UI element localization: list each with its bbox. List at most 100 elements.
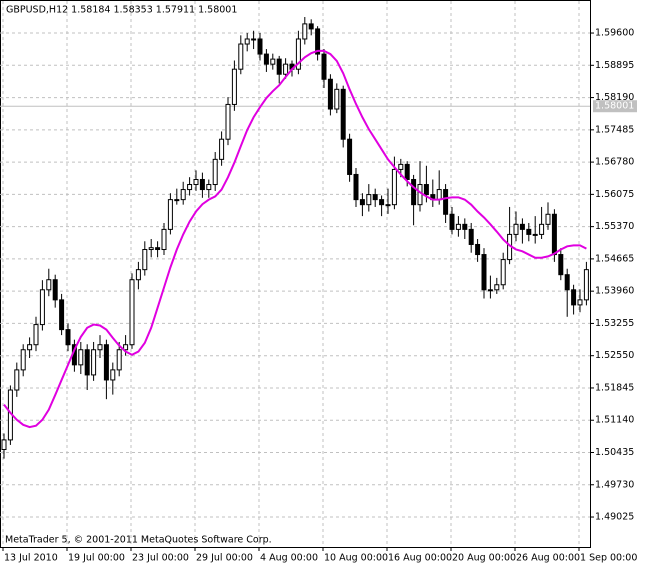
x-tick-label: 4 Aug 00:00 [260,553,318,564]
candle-body [1,439,7,451]
candle-body [532,233,538,236]
candle-body [135,269,141,281]
moving-average [3,49,587,429]
candle-body [59,299,65,331]
x-tick-label: 26 Aug 00:00 [516,553,580,564]
candle-body [347,138,353,175]
candle-body [366,194,372,206]
candle-body [539,223,545,235]
y-tick-label: 1.56780 [595,157,634,168]
candle-body [27,344,33,351]
candle-body [487,289,493,292]
candle-body [187,184,193,191]
candle-body [577,299,583,306]
candle-body [231,68,237,105]
x-tick-label: 19 Jul 00:00 [68,553,125,564]
candle-body [455,223,461,230]
candle-body [379,199,385,206]
candle-body [321,53,327,80]
current-price-label: 1.58001 [595,101,634,112]
candle-body [97,344,103,351]
candle-body [14,369,20,391]
candle-body [46,279,52,291]
candle-body [148,247,154,251]
candle-body [449,213,455,230]
current-price-box [593,100,637,113]
candle-body [276,58,282,75]
candle-body [110,369,116,381]
y-tick-label: 1.53255 [595,318,634,329]
candle-body [423,184,429,196]
y-tick-label: 1.51845 [595,382,634,393]
candle-body [583,269,589,301]
y-tick-label: 1.55370 [595,221,634,232]
y-tick-label: 1.49730 [595,479,634,490]
candle-body [564,274,570,291]
candle-body [219,138,225,160]
candle-body [263,53,269,65]
candle-body [129,279,135,346]
candle-body [142,249,148,271]
candle-body [443,189,449,215]
candle-body [161,228,167,251]
candle-body [526,228,532,235]
candle-body [334,88,340,110]
candle-body [481,254,487,291]
candle-body [417,184,423,206]
candle-body [462,223,468,230]
candle-body [103,344,109,381]
candle-body [315,28,321,55]
x-tick-label: 1 Sep 00:00 [580,553,637,564]
candle-body [20,349,26,371]
candle-body [359,199,365,206]
y-tick-label: 1.52550 [595,350,634,361]
y-tick-label: 1.58190 [595,92,634,103]
candle-body [302,23,308,40]
candle-body [398,163,404,170]
candle-body [436,189,442,201]
candle-body [308,23,314,30]
candle-body [167,199,173,230]
candle-body [545,213,551,225]
candle-body [116,349,122,371]
candle-body [238,43,244,70]
candle-body [270,58,276,65]
candle-body [180,189,186,201]
candle-body [327,78,333,110]
candle-body [244,38,250,45]
candle-body [193,178,199,186]
y-tick-label: 1.53960 [595,286,634,297]
x-tick-label: 23 Jul 00:00 [132,553,189,564]
candle-body [475,243,481,256]
x-tick-label: 29 Jul 00:00 [196,553,253,564]
candle-body [551,213,557,256]
candle-body [558,254,564,276]
footer: MetaTrader 5, © 2001-2011 MetaQuotes Sof… [5,535,272,546]
candle-body [404,163,410,180]
y-tick-label: 1.50435 [595,447,634,458]
candle-body [78,349,84,366]
candle-body [199,178,205,191]
x-tick-label: 10 Aug 00:00 [324,553,388,564]
candle-body [52,279,58,301]
y-tick-label: 1.54665 [595,253,634,264]
candle-body [84,349,90,376]
x-tick-label: 16 Aug 00:00 [388,553,452,564]
y-tick-label: 1.58895 [595,60,634,71]
y-tick-label: 1.49025 [595,512,634,523]
plot-frame [0,0,591,548]
candle-body [174,199,180,202]
candle-body [494,284,500,291]
candle-body [468,228,474,245]
candle-body [340,88,346,140]
candle-body [155,247,161,251]
candle-body [251,38,257,41]
candle-body [123,344,129,351]
candle-body [500,259,506,286]
candle-body [513,223,519,235]
x-tick-label: 20 Aug 00:00 [452,553,516,564]
y-tick-label: 1.51140 [595,415,634,426]
candle-body [212,158,218,186]
candle-body [283,63,289,75]
